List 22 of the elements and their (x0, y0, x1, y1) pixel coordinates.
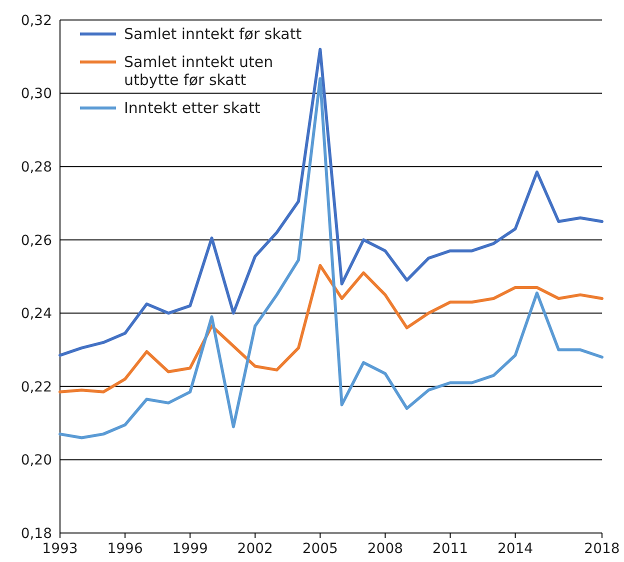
x-tick-label: 2002 (237, 541, 273, 557)
y-tick-label: 0,20 (20, 452, 52, 469)
y-tick-label: 0,32 (20, 12, 52, 29)
y-tick-label: 0,28 (20, 159, 52, 176)
legend-label: Samlet inntekt før skatt (124, 25, 302, 43)
y-tick-label: 0,26 (20, 232, 52, 249)
x-tick-label: 2008 (367, 541, 404, 557)
x-tick-label: 2018 (584, 541, 620, 557)
y-tick-label: 0,24 (20, 306, 52, 322)
x-tick-label: 1996 (107, 541, 143, 557)
line-series (58, 264, 604, 394)
y-tick-label: 0,30 (20, 86, 52, 102)
x-tick-label: 2014 (497, 541, 534, 557)
line-series (58, 48, 604, 357)
legend-label: Samlet inntekt uten utbytte før skatt (124, 53, 274, 89)
legend-label: Inntekt etter skatt (124, 99, 260, 117)
x-tick-label: 2005 (302, 541, 338, 557)
x-tick-label: 1999 (172, 541, 208, 557)
x-tick-label: 1993 (42, 541, 78, 557)
y-tick-label: 0,18 (20, 526, 52, 542)
y-tick-label: 0,22 (20, 379, 52, 396)
x-tick-label: 2011 (432, 541, 468, 557)
